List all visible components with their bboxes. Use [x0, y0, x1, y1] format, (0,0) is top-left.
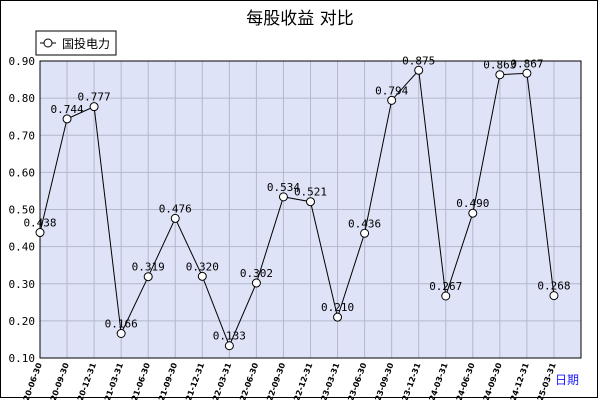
- data-label: 0.436: [348, 217, 381, 230]
- x-tick-label: 2021-09-30: [153, 361, 179, 400]
- data-label: 0.863: [483, 59, 516, 72]
- data-label: 0.875: [402, 54, 435, 67]
- legend-label: 国投电力: [62, 36, 110, 51]
- data-label: 0.210: [321, 301, 354, 314]
- x-tick-label: 2024-03-31: [424, 361, 450, 400]
- data-label: 0.534: [267, 181, 300, 194]
- y-tick-label: 0.10: [9, 352, 36, 365]
- y-tick-label: 0.60: [9, 166, 36, 179]
- x-tick-label: 2021-06-30: [126, 361, 152, 400]
- data-point: [116, 328, 126, 338]
- x-tick-label: 2021-12-31: [180, 361, 206, 400]
- x-tick-label: 2024-06-30: [451, 361, 477, 400]
- y-tick-label: 0.80: [9, 92, 36, 105]
- data-point: [441, 291, 451, 301]
- x-tick-label: 2020-09-30: [45, 361, 71, 400]
- data-label: 0.319: [132, 261, 165, 274]
- data-label: 0.867: [510, 57, 543, 70]
- x-tick-label: 2022-09-30: [261, 361, 287, 400]
- x-tick-label: 2024-12-31: [505, 361, 531, 400]
- data-label: 0.794: [375, 84, 408, 97]
- data-point: [278, 192, 288, 202]
- data-point: [414, 65, 424, 75]
- y-tick-label: 0.50: [9, 204, 36, 217]
- data-point: [387, 95, 397, 105]
- x-tick-label: 2022-03-31: [207, 361, 233, 400]
- data-label: 0.133: [213, 330, 246, 343]
- y-tick-label: 0.70: [9, 129, 36, 142]
- x-tick-label: 2020-12-31: [72, 361, 98, 400]
- data-point: [197, 271, 207, 281]
- data-label: 0.438: [23, 217, 56, 230]
- data-point: [333, 312, 343, 322]
- data-point: [306, 197, 315, 207]
- data-point: [522, 68, 532, 78]
- y-tick-label: 0.20: [9, 315, 36, 328]
- series-line: [39, 69, 555, 348]
- chart-title: 每股收益 对比: [246, 9, 354, 29]
- legend-swatch-marker: [43, 38, 53, 48]
- data-point: [251, 278, 261, 288]
- x-tick-label: 2023-12-31: [397, 361, 423, 400]
- x-tick-label: 2023-09-30: [370, 361, 396, 400]
- y-tick-label: 0.40: [9, 241, 36, 254]
- data-label: 0.744: [50, 103, 83, 116]
- y-tick-label: 0.30: [9, 278, 36, 291]
- data-point: [170, 213, 180, 223]
- data-point: [89, 102, 99, 112]
- data-point: [35, 228, 45, 238]
- data-point: [224, 341, 234, 351]
- x-tick-label: 2020-06-30: [18, 361, 44, 400]
- data-label: 0.320: [186, 260, 219, 273]
- y-tick-label: 0.90: [9, 55, 36, 68]
- data-point: [360, 228, 370, 238]
- x-tick-label: 2024-09-30: [478, 361, 504, 400]
- data-label: 0.302: [240, 267, 273, 280]
- data-point: [468, 208, 478, 218]
- data-point: [495, 70, 505, 80]
- x-axis-label: 日期: [555, 373, 579, 387]
- data-label: 0.490: [456, 197, 489, 210]
- data-label: 0.476: [159, 202, 192, 215]
- x-tick-label: 2022-06-30: [234, 361, 260, 400]
- x-tick-label: 2023-03-31: [315, 361, 341, 400]
- plot-border: [39, 60, 582, 359]
- x-tick-label: 2023-06-30: [343, 361, 369, 400]
- x-tick-label: 2022-12-31: [288, 361, 314, 400]
- legend: 国投电力: [35, 30, 117, 56]
- data-point: [62, 114, 72, 124]
- data-label: 0.267: [429, 280, 462, 293]
- data-label: 0.777: [78, 91, 111, 104]
- x-tick-label: 2021-03-31: [99, 361, 125, 400]
- data-point: [143, 272, 153, 282]
- data-label: 0.166: [105, 317, 138, 330]
- data-label: 0.521: [294, 186, 327, 199]
- data-point: [549, 291, 559, 301]
- data-label: 0.268: [537, 280, 570, 293]
